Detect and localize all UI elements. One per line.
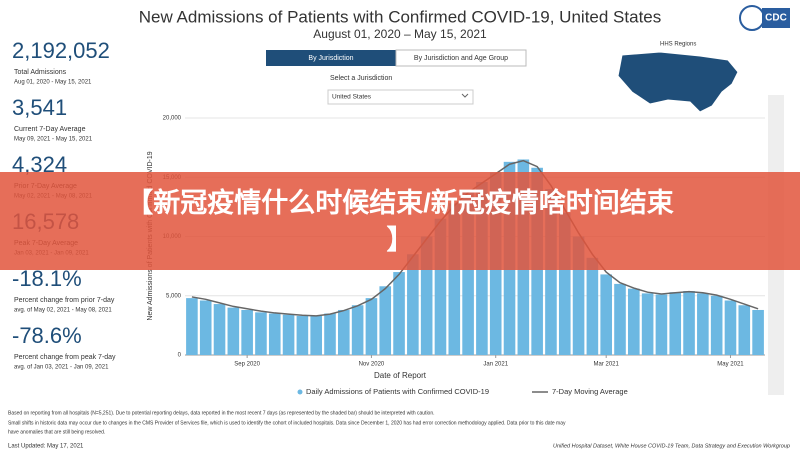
x-tick-label: Sep 2020: [234, 362, 260, 368]
logo-box: [762, 8, 790, 28]
bar: [213, 304, 226, 355]
bar: [282, 314, 295, 355]
bar: [710, 295, 723, 355]
select-arrow: [461, 93, 469, 98]
banner-text: 】: [387, 225, 414, 255]
source: Unified Hospital Dataset, White House CO…: [553, 443, 790, 449]
bar: [407, 254, 419, 355]
legend-label: 7-Day Moving Average: [552, 387, 628, 396]
note: Based on reporting from all hospitals (N…: [8, 410, 435, 416]
bar: [683, 291, 695, 355]
bar: [268, 313, 281, 355]
bar: [379, 286, 392, 355]
bar: [752, 309, 764, 355]
bar: [614, 283, 626, 355]
x-tick-label: Jan 2021: [483, 362, 508, 368]
bar: [255, 312, 267, 355]
bar: [655, 294, 668, 355]
select[interactable]: [327, 89, 474, 105]
bar: [420, 236, 433, 355]
bar: [462, 191, 474, 355]
bar: [199, 300, 212, 355]
x-tick-label: May 2021: [717, 362, 744, 368]
logo: CDC: [765, 13, 787, 24]
bar: [600, 274, 612, 355]
bar: [738, 305, 751, 355]
stat-label: Current 7-Day Average: [14, 126, 86, 133]
bar: [365, 298, 378, 355]
bar: [241, 309, 253, 355]
stat-value: -78.6%: [12, 323, 82, 348]
bar: [310, 315, 322, 355]
updated: Last Updated: May 17, 2021: [8, 444, 84, 450]
bar: [558, 212, 571, 355]
bar: [724, 300, 737, 355]
bar: [186, 298, 198, 355]
bar: [393, 272, 405, 355]
bar: [296, 315, 309, 355]
logo-ring: [739, 5, 765, 31]
stat-dates: May 09, 2021 - May 15, 2021: [14, 137, 93, 143]
x-axis-title: Date of Report: [374, 371, 427, 380]
bar: [338, 309, 350, 355]
bar: [641, 293, 654, 355]
select-value[interactable]: United States: [332, 94, 372, 101]
tab[interactable]: By Jurisdiction and Age Group: [414, 55, 508, 62]
x-tick-label: Nov 2020: [359, 362, 385, 368]
stat-label: Total Admissions: [14, 69, 67, 76]
subtitle: August 01, 2020 – May 15, 2021: [313, 27, 487, 41]
bar: [669, 292, 682, 355]
y-tick-label: 20,000: [163, 116, 182, 122]
banner-text: 【新冠疫情什么时候结束/新冠疫情啥时间结束: [126, 187, 674, 218]
x-tick-label: Mar 2021: [594, 362, 620, 368]
tab-active[interactable]: [266, 50, 396, 66]
bar: [351, 305, 364, 355]
legend-swatch: [297, 389, 303, 395]
stat-value: 3,541: [12, 95, 67, 120]
bar: [697, 293, 709, 355]
y-tick-label: 0: [178, 353, 182, 359]
note: have anomalies that are still being reso…: [8, 429, 105, 435]
bar: [572, 236, 585, 355]
stat-dates: avg. of Jan 03, 2021 - Jan 09, 2021: [14, 365, 109, 371]
bar: [628, 288, 640, 355]
stat-value: 2,192,052: [12, 38, 110, 63]
bar: [586, 257, 599, 355]
y-tick-label: 5,000: [166, 293, 182, 299]
title: New Admissions of Patients with Confirme…: [139, 7, 662, 26]
stat-dates: Aug 01, 2020 - May 15, 2021: [14, 80, 92, 86]
map-title: HHS Regions: [660, 42, 696, 48]
tab-inactive[interactable]: [395, 49, 527, 67]
select-label: Select a Jurisdiction: [330, 75, 392, 82]
stat-label: Percent change from peak 7-day: [14, 354, 116, 361]
bar: [434, 218, 447, 355]
bar: [448, 203, 461, 355]
bar: [324, 313, 336, 355]
bar: [227, 307, 240, 355]
tab[interactable]: By Jurisdiction: [308, 55, 353, 62]
stat-label: Percent change from prior 7-day: [14, 297, 115, 304]
hhs-map[interactable]: [617, 51, 739, 113]
stat-dates: avg. of May 02, 2021 - May 08, 2021: [14, 308, 112, 314]
note: Small shifts in historic data may occur …: [8, 420, 566, 426]
legend-label: Daily Admissions of Patients with Confir…: [306, 387, 489, 396]
banner: [0, 172, 800, 270]
bar: [545, 189, 557, 355]
